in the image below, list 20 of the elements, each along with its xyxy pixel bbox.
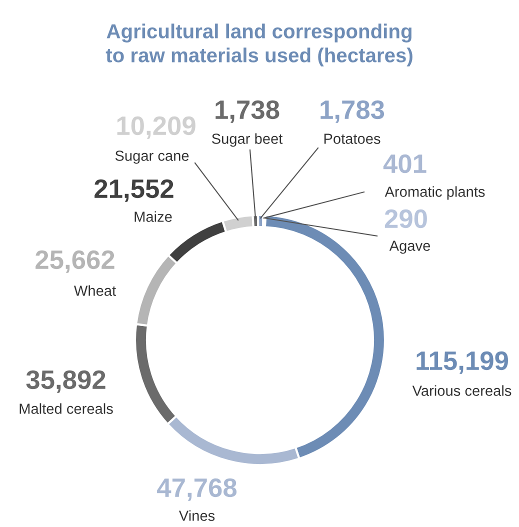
slice-label: Various cereals bbox=[412, 385, 512, 396]
data-label: 1,738 bbox=[216, 100, 280, 123]
slice-label: Malted cereals bbox=[20, 403, 113, 414]
slice-label: Wheat bbox=[74, 285, 116, 296]
data-label: 290 bbox=[384, 209, 427, 228]
slice-label: Maize bbox=[134, 211, 172, 222]
data-label: 1,783 bbox=[320, 100, 384, 123]
chart-title: Agricultural land corresponding to raw materials used (hectares) bbox=[106, 24, 412, 66]
slice-label: Vines bbox=[178, 510, 215, 521]
data-label: 35,892 bbox=[26, 370, 106, 393]
slice-label: Sugar beet bbox=[212, 133, 283, 147]
data-label: 115,199 bbox=[416, 351, 508, 374]
data-label: 47,768 bbox=[157, 478, 237, 501]
slice-label: Agave bbox=[389, 240, 430, 254]
data-label: 25,662 bbox=[36, 250, 114, 273]
slice-label: Potatoes bbox=[324, 134, 380, 144]
slice-label: Sugar cane bbox=[115, 150, 189, 164]
data-label: 21,552 bbox=[94, 179, 174, 202]
data-label: 401 bbox=[383, 154, 426, 174]
slice-label: Aromatic plants bbox=[384, 186, 485, 200]
